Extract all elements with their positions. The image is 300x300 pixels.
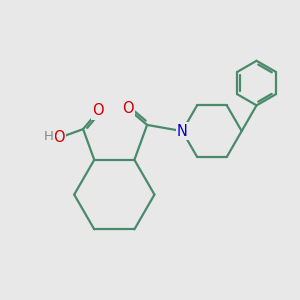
Text: O: O [93, 103, 104, 118]
Text: N: N [177, 124, 188, 139]
Text: O: O [53, 130, 65, 145]
Text: O: O [122, 101, 134, 116]
Text: H: H [44, 130, 54, 143]
